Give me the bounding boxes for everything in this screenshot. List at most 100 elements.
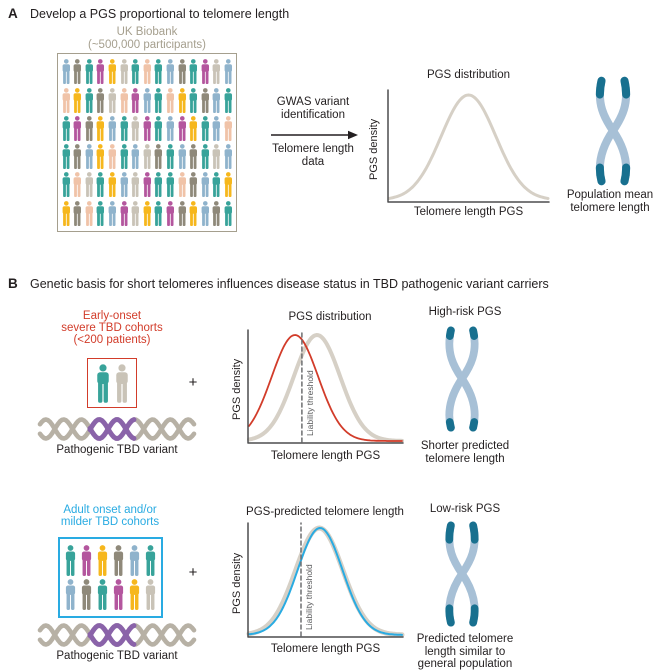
- person-icon: [211, 144, 222, 169]
- chart-b2-title: PGS-predicted telomere length: [246, 506, 404, 518]
- plus-sign: +: [188, 564, 198, 581]
- population-mean-telomere-label: Population mean telomere length: [566, 189, 653, 214]
- person-icon: [84, 144, 95, 169]
- person-icon: [200, 201, 211, 226]
- person-icon: [61, 172, 72, 197]
- pathogenic-variant-label: Pathogenic TBD variant: [56, 444, 178, 456]
- person-icon: [165, 88, 176, 113]
- person-icon: [223, 201, 234, 226]
- pgs-distribution-shifted-chart: [247, 329, 404, 444]
- early-onset-cohort-box: [87, 358, 137, 408]
- person-icon: [223, 116, 234, 141]
- person-icon: [96, 545, 109, 576]
- person-icon: [95, 201, 106, 226]
- ukb-header-line1: UK Biobank: [116, 26, 178, 38]
- person-icon: [84, 59, 95, 84]
- person-icon: [80, 579, 93, 610]
- person-icon: [200, 172, 211, 197]
- person-icon: [107, 116, 118, 141]
- person-icon: [165, 172, 176, 197]
- person-icon: [130, 88, 141, 113]
- shorter-telomere-label: Shorter predicted telomere length: [420, 440, 510, 465]
- dna-helix-icon: [37, 417, 197, 441]
- plus-sign: +: [188, 374, 198, 391]
- person-icon: [72, 201, 83, 226]
- chromosome-icon: [445, 521, 479, 627]
- dna-helix-icon: [37, 623, 197, 647]
- person-icon: [142, 88, 153, 113]
- person-icon: [107, 201, 118, 226]
- person-icon: [142, 172, 153, 197]
- person-icon: [165, 116, 176, 141]
- liability-threshold-label: Liability threshold: [305, 370, 315, 436]
- right-arrow-icon: [271, 130, 358, 140]
- person-icon: [72, 172, 83, 197]
- chart-b2-ylabel: PGS density: [231, 552, 243, 614]
- pgs-distribution-chart: [387, 89, 550, 203]
- person-icon: [223, 59, 234, 84]
- chart-a-xlabel: Telomere length PGS: [413, 206, 524, 218]
- population-similar-telomere-label: Predicted telomere length similar to gen…: [416, 633, 514, 671]
- telomere-data-arrow-bottom-label: Telomere length data: [272, 143, 354, 168]
- person-icon: [177, 144, 188, 169]
- chart-a-title: PGS distribution: [426, 69, 511, 81]
- panel-b-letter: B: [8, 276, 18, 291]
- chromosome-icon: [595, 76, 631, 186]
- ukb-header: UK Biobank (~500,000 participants): [47, 26, 247, 51]
- person-icon: [95, 364, 111, 403]
- person-icon: [61, 88, 72, 113]
- person-icon: [72, 144, 83, 169]
- person-icon: [144, 545, 157, 576]
- person-icon: [84, 172, 95, 197]
- person-icon: [188, 144, 199, 169]
- person-icon: [84, 88, 95, 113]
- pgs-predicted-telomere-chart: [246, 522, 405, 638]
- adult-onset-cohort-box: [58, 537, 163, 618]
- person-icon: [119, 144, 130, 169]
- person-icon: [61, 116, 72, 141]
- person-icon: [177, 88, 188, 113]
- person-icon: [61, 144, 72, 169]
- person-icon: [188, 88, 199, 113]
- person-icon: [64, 545, 77, 576]
- chart-b1-xlabel: Telomere length PGS: [270, 450, 381, 462]
- person-icon: [72, 88, 83, 113]
- person-icon: [177, 172, 188, 197]
- panel-b-title: Genetic basis for short telomeres influe…: [30, 277, 549, 291]
- person-icon: [95, 116, 106, 141]
- person-icon: [95, 144, 106, 169]
- person-icon: [114, 364, 130, 403]
- person-icon: [95, 88, 106, 113]
- person-icon: [177, 201, 188, 226]
- adult-onset-cohort-header: Adult onset and/or milder TBD cohorts: [60, 504, 160, 528]
- person-icon: [188, 172, 199, 197]
- person-icon: [153, 201, 164, 226]
- person-icon: [130, 201, 141, 226]
- person-icon: [130, 172, 141, 197]
- person-icon: [130, 59, 141, 84]
- ukb-box: [57, 53, 237, 232]
- ukb-header-line2: (~500,000 participants): [88, 38, 206, 51]
- person-icon: [107, 59, 118, 84]
- chart-a-ylabel: PGS density: [368, 118, 380, 180]
- person-icon: [211, 59, 222, 84]
- person-icon: [153, 59, 164, 84]
- person-icon: [142, 201, 153, 226]
- gwas-arrow-top-label: GWAS variant identification: [276, 96, 350, 121]
- chromosome-icon: [445, 326, 479, 432]
- person-icon: [177, 59, 188, 84]
- person-icon: [200, 88, 211, 113]
- person-icon: [107, 144, 118, 169]
- person-icon: [112, 579, 125, 610]
- person-icon: [72, 116, 83, 141]
- chart-b1-title: PGS distribution: [288, 311, 372, 323]
- person-icon: [142, 144, 153, 169]
- person-icon: [107, 172, 118, 197]
- person-icon: [153, 116, 164, 141]
- pathogenic-variant-label: Pathogenic TBD variant: [56, 650, 178, 662]
- person-icon: [61, 59, 72, 84]
- person-icon: [119, 201, 130, 226]
- person-icon: [223, 172, 234, 197]
- person-icon: [107, 88, 118, 113]
